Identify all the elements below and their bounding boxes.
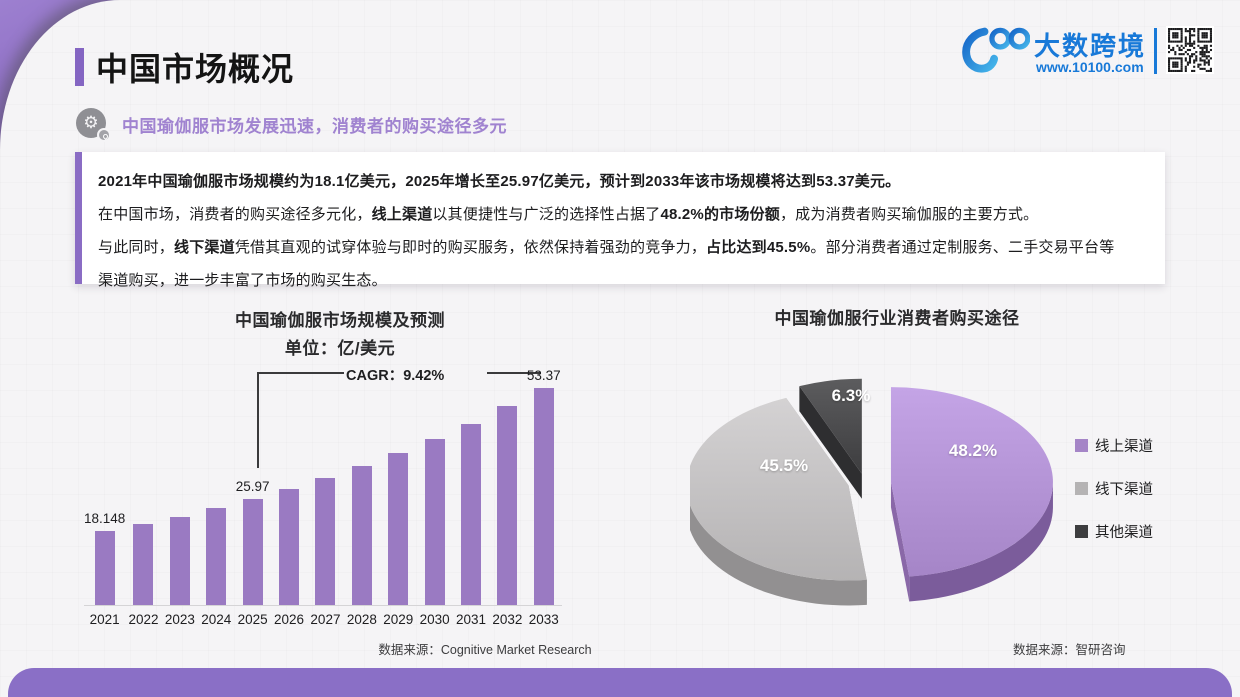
bar-chart-title: 中国瑜伽服市场规模及预测 [235, 311, 445, 330]
bar [133, 524, 154, 605]
subtitle-row: ⚙ 中国瑜伽服市场发展迅速，消费者的购买途径多元 [76, 108, 507, 142]
bar-year-label: 2031 [455, 612, 487, 627]
bar-cell: 2026 [271, 366, 307, 627]
brand-block: 大数跨境 www.10100.com [960, 20, 1220, 80]
summary-box: 2021年中国瑜伽服市场规模约为18.1亿美元，2025年增长至25.97亿美元… [75, 152, 1165, 289]
pie-slice-2 [799, 378, 862, 499]
bar-year-label: 2027 [310, 612, 341, 627]
bar-cell: 2022 [125, 366, 161, 627]
page-title: 中国市场概况 [96, 51, 295, 87]
bar [242, 499, 263, 605]
bar-cell: 18.148 2021 [84, 366, 126, 627]
bar-year-label: 2026 [274, 612, 305, 627]
cagr-bracket-left-line [258, 372, 344, 374]
bar-year-label: 2033 [528, 612, 559, 627]
bar [279, 489, 300, 605]
bar-year-label: 2025 [237, 612, 268, 627]
bar-year-label: 2021 [89, 612, 120, 627]
bar [94, 531, 115, 605]
bar-chart: 18.148 2021 2022 2023 2024 25.97 2025 2026 2027 2… [84, 366, 562, 627]
bar [206, 508, 227, 605]
bar-cell: 2027 [307, 366, 343, 627]
bar-year-label: 2022 [128, 612, 159, 627]
bar-year-label: 2029 [383, 612, 414, 627]
bar [424, 439, 445, 605]
brand-logo-icon [962, 27, 1030, 73]
pie-chart-title: 中国瑜伽服行业消费者购买途径 [774, 309, 1020, 328]
bar [315, 478, 336, 605]
pie-slice-label-other: 6.3% [831, 386, 871, 405]
legend-item: 线上渠道 [1075, 432, 1153, 458]
bar-cell: 2029 [380, 366, 416, 627]
bar [351, 466, 372, 605]
cagr-bracket-vertical-line [257, 372, 259, 468]
legend-label: 线上渠道 [1095, 438, 1153, 455]
summary-line: 渠道购买，进一步丰富了市场的购买生态。 [98, 272, 387, 289]
bar-year-label: 2030 [419, 612, 450, 627]
bar-year-label: 2024 [201, 612, 232, 627]
bar [461, 424, 481, 605]
gear-icon: ⚙ [76, 108, 111, 142]
bar-value-label: 18.148 [84, 511, 126, 526]
bar-cell: 2023 [162, 366, 198, 627]
bar-cell: 2030 [416, 366, 452, 627]
bar [497, 406, 518, 605]
pie-slice-label-online: 48.2% [948, 441, 998, 460]
bar-value-label: 53.37 [526, 368, 561, 383]
brand-divider [1154, 28, 1157, 74]
brand-name: 大数跨境 [1034, 31, 1147, 61]
legend-swatch [1075, 524, 1088, 538]
qr-code [1166, 26, 1214, 74]
bar [533, 388, 554, 605]
pie-slice-label-offline: 45.5% [759, 456, 809, 475]
pie-chart [690, 378, 1053, 606]
bar-cell: 2024 [198, 366, 234, 627]
summary-line: 在中国市场，消费者的购买途径多元化，线上渠道以其便捷性与广泛的选择性占据了48.… [98, 206, 1039, 223]
bar-chart-unit: 单位：亿/美元 [284, 339, 396, 358]
cagr-annotation: CAGR：9.42% [346, 368, 445, 384]
bar-cell: 2028 [344, 366, 380, 627]
pie-chart-source: 数据来源：智研咨询 [1013, 643, 1126, 657]
pie-legend: 线上渠道线下渠道其他渠道 [1075, 432, 1153, 544]
legend-label: 线下渠道 [1095, 481, 1153, 498]
brand-url: www.10100.com [1036, 59, 1144, 75]
legend-item: 线下渠道 [1075, 475, 1153, 501]
bar-cell: 2031 [453, 366, 489, 627]
bar [388, 453, 409, 605]
bar-chart-source: 数据来源：Cognitive Market Research [378, 643, 592, 657]
bottom-accent-bar [8, 668, 1232, 697]
legend-label: 其他渠道 [1095, 524, 1153, 541]
pie-slice-1 [690, 397, 867, 606]
bar [169, 517, 190, 605]
bar-year-label: 2028 [346, 612, 377, 627]
header: 中国市场概况 [75, 44, 294, 90]
title-accent-bar [75, 48, 84, 86]
bar-cell: 53.37 2033 [526, 366, 562, 627]
pie-slice-0 [890, 387, 1053, 602]
bar-value-label: 25.97 [235, 479, 270, 494]
summary-line: 与此同时，线下渠道凭借其直观的试穿体验与即时的购买服务，依然保持着强劲的竞争力，… [98, 239, 1115, 256]
bar-year-label: 2032 [492, 612, 523, 627]
bar-year-label: 2023 [164, 612, 195, 627]
legend-swatch [1075, 438, 1088, 452]
summary-line: 2021年中国瑜伽服市场规模约为18.1亿美元，2025年增长至25.97亿美元… [98, 173, 901, 190]
bar-cell: 2032 [489, 366, 525, 627]
legend-item: 其他渠道 [1075, 518, 1153, 544]
legend-swatch [1075, 481, 1088, 495]
bar-cell: 25.97 2025 [234, 366, 270, 627]
page-subtitle: 中国瑜伽服市场发展迅速，消费者的购买途径多元 [122, 116, 507, 136]
cagr-bracket-right-line [487, 372, 541, 374]
